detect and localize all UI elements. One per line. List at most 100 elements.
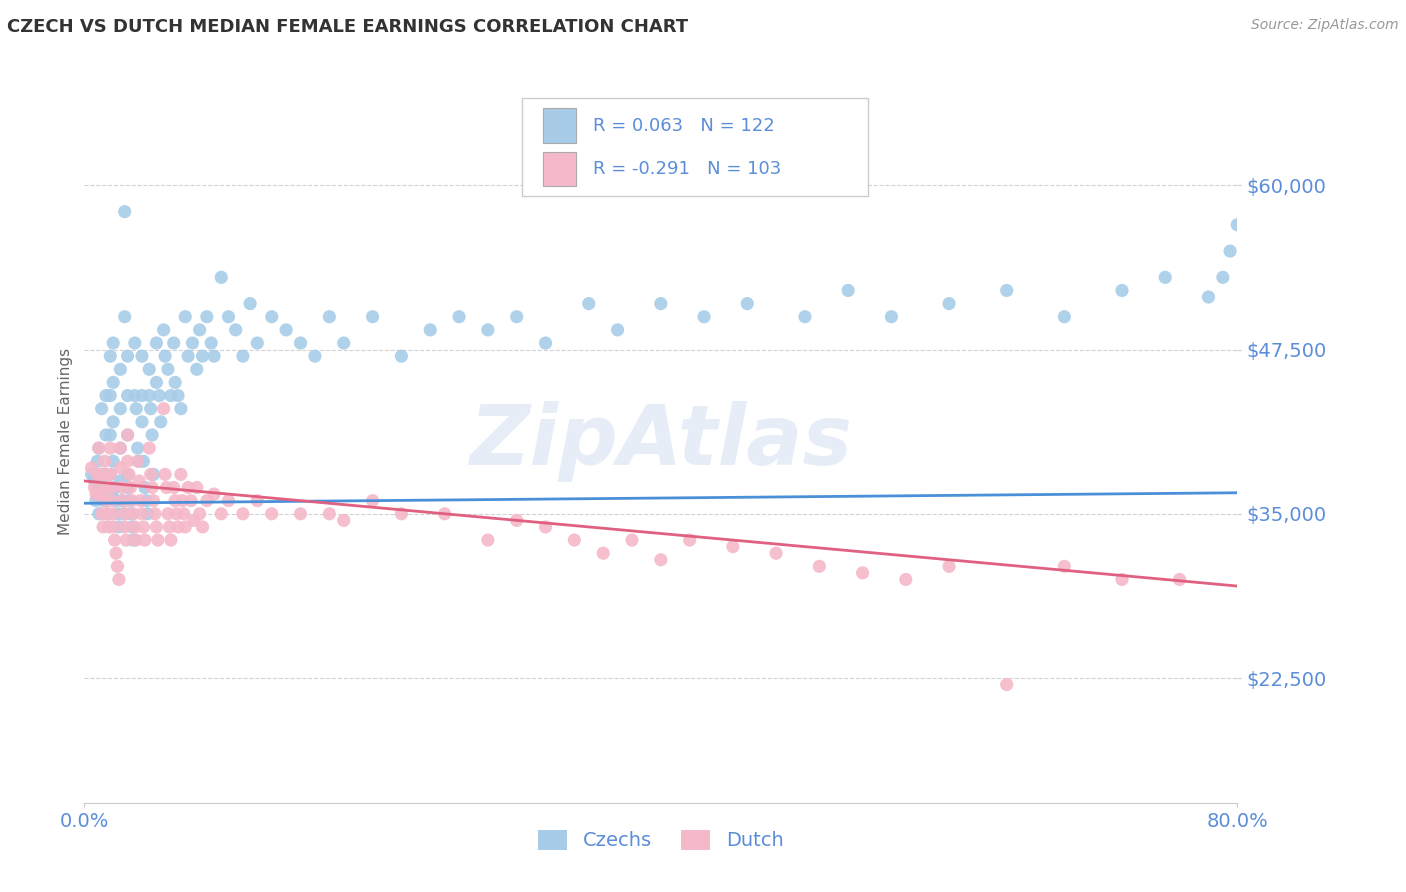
Point [134,533,156,547]
Point [118,467,141,482]
Point [80,460,103,475]
Text: Source: ZipAtlas.com: Source: ZipAtlas.com [1251,18,1399,32]
Point [103,376,124,390]
Point [115,533,138,547]
Point [477,533,499,547]
Point [100,481,122,495]
Point [105,546,128,560]
Point [156,362,179,376]
Point [170,401,193,416]
Point [246,493,269,508]
Point [145,520,167,534]
Point [534,336,557,351]
Point [304,349,326,363]
Point [260,507,283,521]
Point [153,349,176,363]
Point [100,493,122,508]
Y-axis label: Median Female Earnings: Median Female Earnings [58,348,73,535]
Point [181,336,204,351]
Point [173,507,195,521]
Point [165,376,187,390]
Point [103,336,124,351]
Point [108,573,131,587]
Point [180,493,202,508]
Point [90,401,112,416]
Point [127,454,149,468]
Point [112,507,135,521]
Point [142,493,165,508]
Point [98,428,121,442]
Point [142,467,165,482]
Point [290,507,312,521]
Point [183,513,205,527]
Point [86,454,108,468]
Point [98,349,121,363]
Legend: Czechs, Dutch: Czechs, Dutch [530,822,792,858]
Point [260,310,283,324]
Point [721,540,744,554]
Point [125,533,148,547]
Point [239,296,262,310]
Point [94,467,117,482]
Point [765,546,787,560]
Point [103,520,124,534]
Point [111,481,134,495]
Point [186,481,208,495]
Point [477,323,499,337]
Point [110,362,132,376]
Point [83,481,105,495]
Point [174,520,197,534]
Point [139,401,162,416]
Point [89,487,111,501]
Point [218,493,240,508]
Point [1198,290,1220,304]
Point [195,310,218,324]
Point [84,487,107,501]
Point [110,401,132,416]
Point [83,474,105,488]
Point [104,533,127,547]
Point [152,401,174,416]
Point [361,310,384,324]
Point [225,323,247,337]
Point [86,467,108,482]
Point [132,520,155,534]
Point [98,388,121,402]
Point [808,559,831,574]
Point [794,310,817,324]
Point [128,474,150,488]
Point [136,507,159,521]
Point [433,507,456,521]
Point [100,487,122,501]
Point [191,520,214,534]
Point [117,454,139,468]
Point [177,481,200,495]
Point [419,323,441,337]
Point [111,493,134,508]
Point [1226,218,1249,232]
Point [80,467,103,482]
Point [160,388,183,402]
Point [188,323,211,337]
Point [693,310,716,324]
Point [105,493,128,508]
Point [650,296,672,310]
Point [852,566,875,580]
Point [232,349,254,363]
Point [143,507,166,521]
Point [995,677,1018,691]
Point [837,284,859,298]
Point [94,493,117,508]
Point [938,296,960,310]
Point [138,362,160,376]
Point [606,323,628,337]
Point [108,520,131,534]
Point [894,573,917,587]
Point [117,388,139,402]
Point [650,553,672,567]
Point [1154,270,1177,285]
Point [94,428,117,442]
Point [98,467,121,482]
Point [165,493,187,508]
Point [166,507,188,521]
